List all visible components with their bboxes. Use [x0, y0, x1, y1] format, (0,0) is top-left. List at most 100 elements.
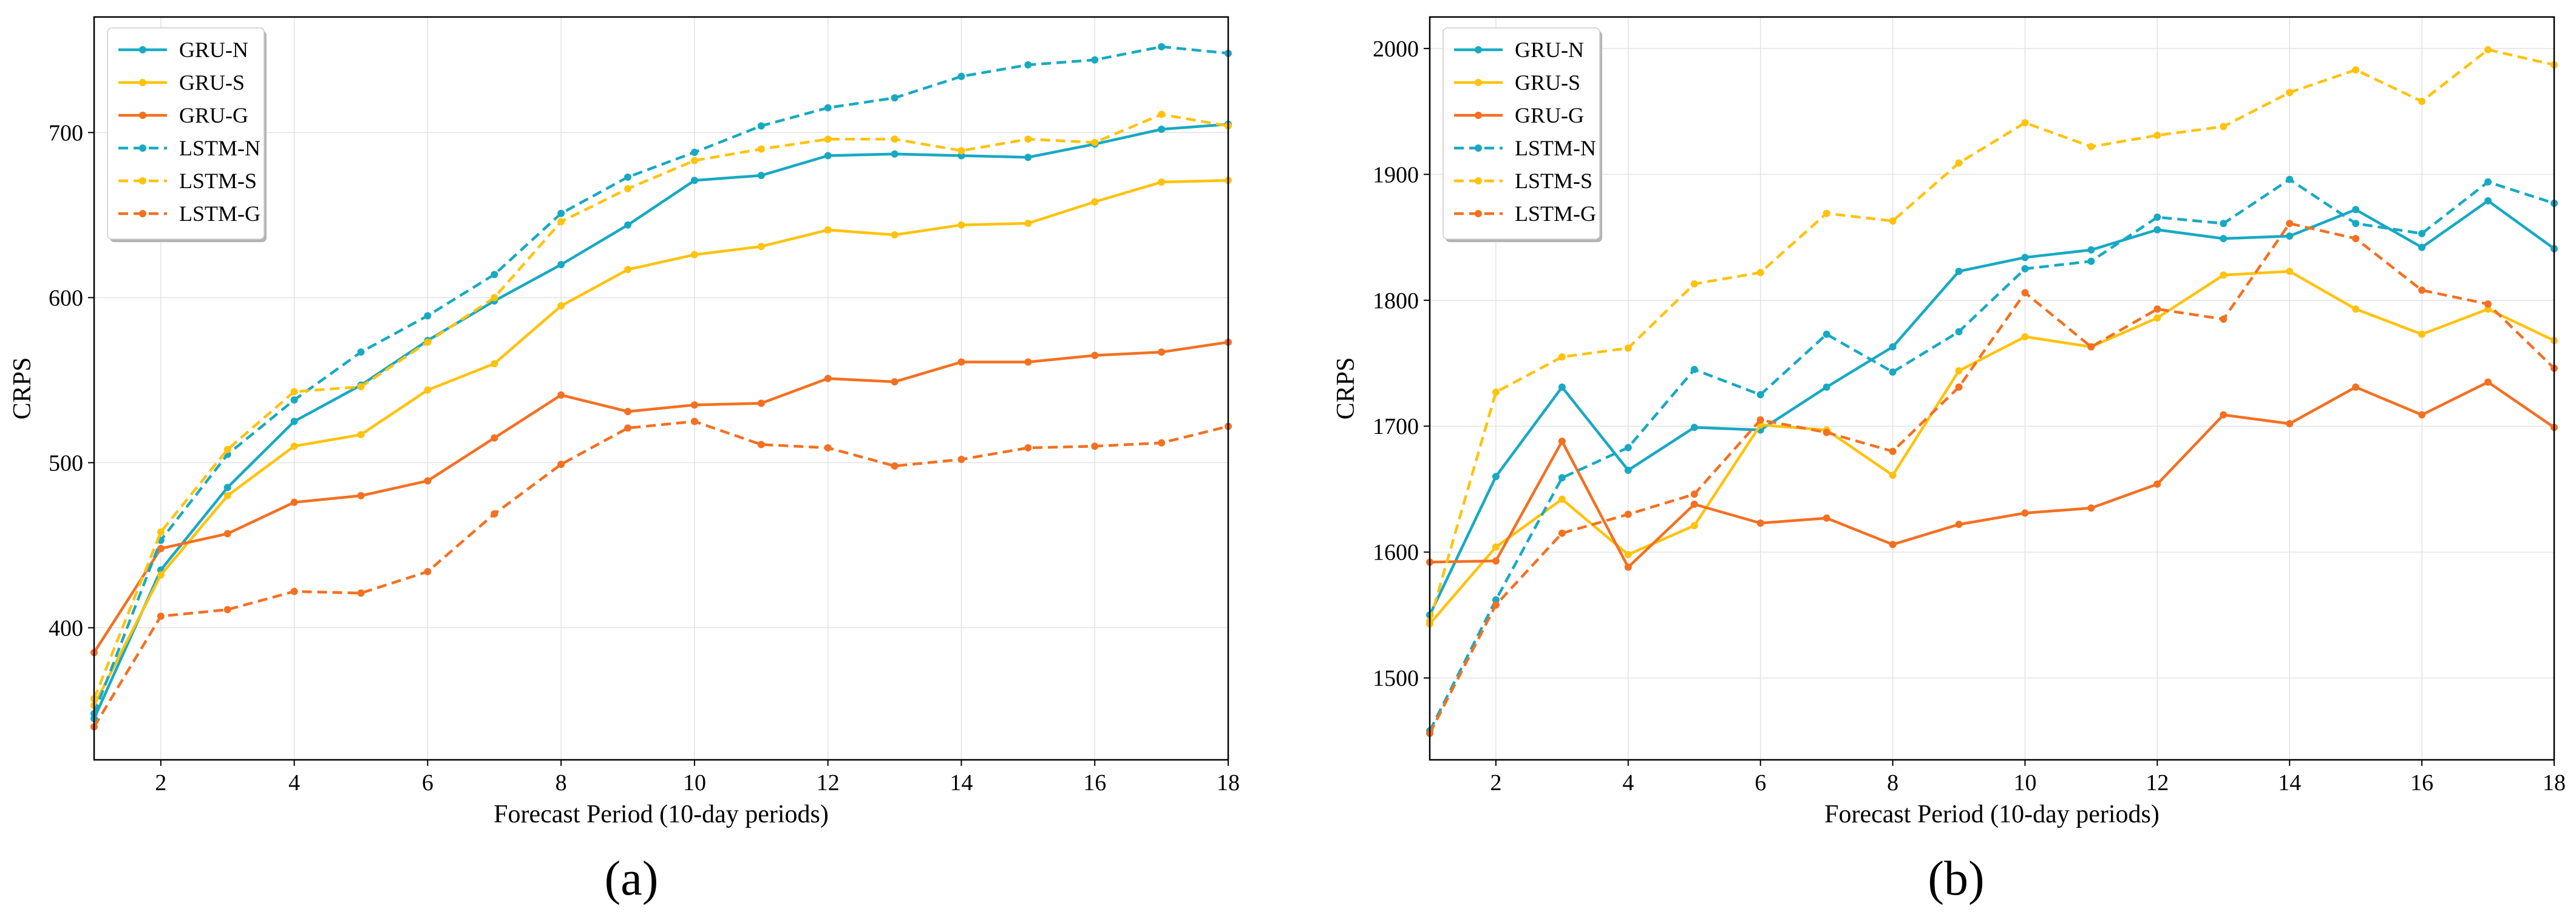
data-point-gru-g: [491, 434, 498, 442]
data-point-gru-g: [2220, 411, 2228, 419]
axes-frame: [93, 16, 1229, 761]
data-point-lstm-g: [223, 606, 231, 614]
data-point-gru-g: [1756, 519, 1764, 527]
x-tick-label: 16: [2410, 770, 2433, 796]
data-point-lstm-s: [2021, 119, 2029, 127]
data-point-lstm-n: [1756, 391, 1764, 399]
data-point-lstm-g: [2087, 343, 2095, 351]
data-point-lstm-g: [757, 441, 765, 448]
data-point-gru-s: [757, 243, 765, 251]
data-point-lstm-s: [1823, 209, 1830, 217]
legend-marker-lstm-s: [139, 177, 146, 184]
data-point-gru-g: [424, 477, 432, 485]
legend-marker-gru-g: [139, 112, 146, 119]
x-axis-label: Forecast Period (10-day periods): [1824, 800, 2160, 828]
data-point-gru-g: [690, 401, 698, 409]
data-point-gru-n: [1690, 424, 1698, 431]
legend-marker-gru-n: [1475, 46, 1482, 53]
y-tick-label: 2000: [1373, 36, 1419, 62]
data-point-lstm-g: [1158, 439, 1166, 447]
y-axis-label: CRPS: [8, 357, 36, 420]
data-point-gru-g: [1024, 358, 1032, 366]
legend-marker-lstm-n: [1475, 144, 1482, 152]
data-point-gru-s: [2153, 314, 2161, 322]
data-point-gru-g: [1823, 514, 1830, 522]
data-point-lstm-s: [824, 135, 832, 143]
data-point-gru-g: [2021, 509, 2029, 517]
data-point-gru-s: [2484, 305, 2492, 313]
panel-label: (a): [605, 852, 659, 905]
data-point-lstm-s: [424, 338, 432, 346]
data-point-lstm-s: [757, 145, 765, 153]
data-point-lstm-s: [1024, 135, 1032, 143]
data-point-lstm-g: [491, 510, 498, 518]
data-point-gru-n: [1624, 466, 1632, 474]
data-point-lstm-n: [2352, 220, 2360, 228]
data-point-gru-g: [2087, 504, 2095, 512]
data-point-lstm-n: [891, 94, 899, 102]
series-line-gru-g: [1429, 381, 2555, 569]
data-point-lstm-s: [1091, 138, 1099, 146]
data-point-gru-n: [223, 484, 231, 492]
legend-label-lstm-n: LSTM-N: [179, 136, 260, 160]
data-point-lstm-s: [690, 157, 698, 164]
data-point-lstm-s: [1756, 269, 1764, 277]
data-point-gru-s: [2021, 333, 2029, 340]
data-point-gru-s: [1955, 367, 1963, 374]
x-tick-label: 8: [1887, 770, 1898, 796]
data-point-lstm-g: [2220, 315, 2228, 323]
x-tick-label: 12: [817, 770, 840, 796]
data-point-gru-n: [757, 172, 765, 180]
data-point-lstm-g: [1889, 447, 1897, 455]
data-point-gru-g: [2484, 378, 2492, 386]
data-point-lstm-n: [290, 396, 298, 404]
legend-box: [107, 27, 265, 240]
series-line-gru-n: [92, 123, 1229, 719]
series-line-gru-g: [93, 340, 1229, 654]
data-point-lstm-n: [957, 72, 965, 80]
x-tick-label: 10: [683, 770, 706, 796]
data-point-gru-n: [1889, 343, 1897, 351]
data-point-gru-s: [1558, 495, 1566, 503]
data-point-gru-g: [757, 399, 765, 407]
data-point-lstm-s: [557, 218, 565, 226]
data-point-lstm-n: [2153, 213, 2161, 221]
data-point-lstm-g: [1823, 428, 1830, 436]
data-point-gru-s: [1158, 178, 1166, 186]
data-point-lstm-g: [2484, 300, 2492, 308]
data-point-lstm-s: [2087, 143, 2095, 151]
legend-marker-gru-n: [139, 46, 146, 53]
x-tick-label: 4: [1622, 770, 1634, 796]
data-point-gru-g: [1889, 541, 1897, 549]
y-axis-label: CRPS: [1332, 357, 1360, 420]
data-point-gru-s: [1624, 550, 1632, 558]
data-point-lstm-s: [1158, 110, 1166, 118]
data-point-lstm-s: [891, 135, 899, 143]
series-line-lstm-s: [92, 113, 1229, 700]
data-point-lstm-n: [624, 173, 632, 181]
x-tick-label: 14: [950, 770, 973, 796]
data-point-gru-g: [557, 391, 565, 399]
data-point-gru-g: [1558, 438, 1566, 445]
data-point-gru-s: [2352, 305, 2360, 313]
data-point-lstm-g: [690, 418, 698, 425]
data-point-lstm-g: [290, 587, 298, 595]
x-tick-label: 2: [155, 770, 166, 796]
data-point-gru-n: [824, 152, 832, 160]
data-point-gru-g: [157, 544, 165, 552]
data-point-lstm-g: [1024, 444, 1032, 452]
data-point-gru-n: [2153, 226, 2161, 234]
data-point-lstm-s: [157, 528, 165, 536]
series-line-lstm-n: [92, 45, 1229, 714]
data-point-gru-n: [2418, 243, 2426, 251]
data-point-gru-g: [1158, 348, 1166, 356]
data-point-lstm-g: [824, 444, 832, 452]
data-point-lstm-s: [624, 184, 632, 192]
y-tick-label: 400: [49, 615, 83, 641]
x-tick-label: 12: [2146, 770, 2169, 796]
data-point-lstm-g: [891, 462, 899, 470]
data-point-lstm-n: [2418, 229, 2426, 237]
series-line-gru-s: [92, 179, 1229, 706]
data-point-lstm-n: [1558, 474, 1566, 482]
data-point-lstm-g: [1690, 490, 1698, 498]
